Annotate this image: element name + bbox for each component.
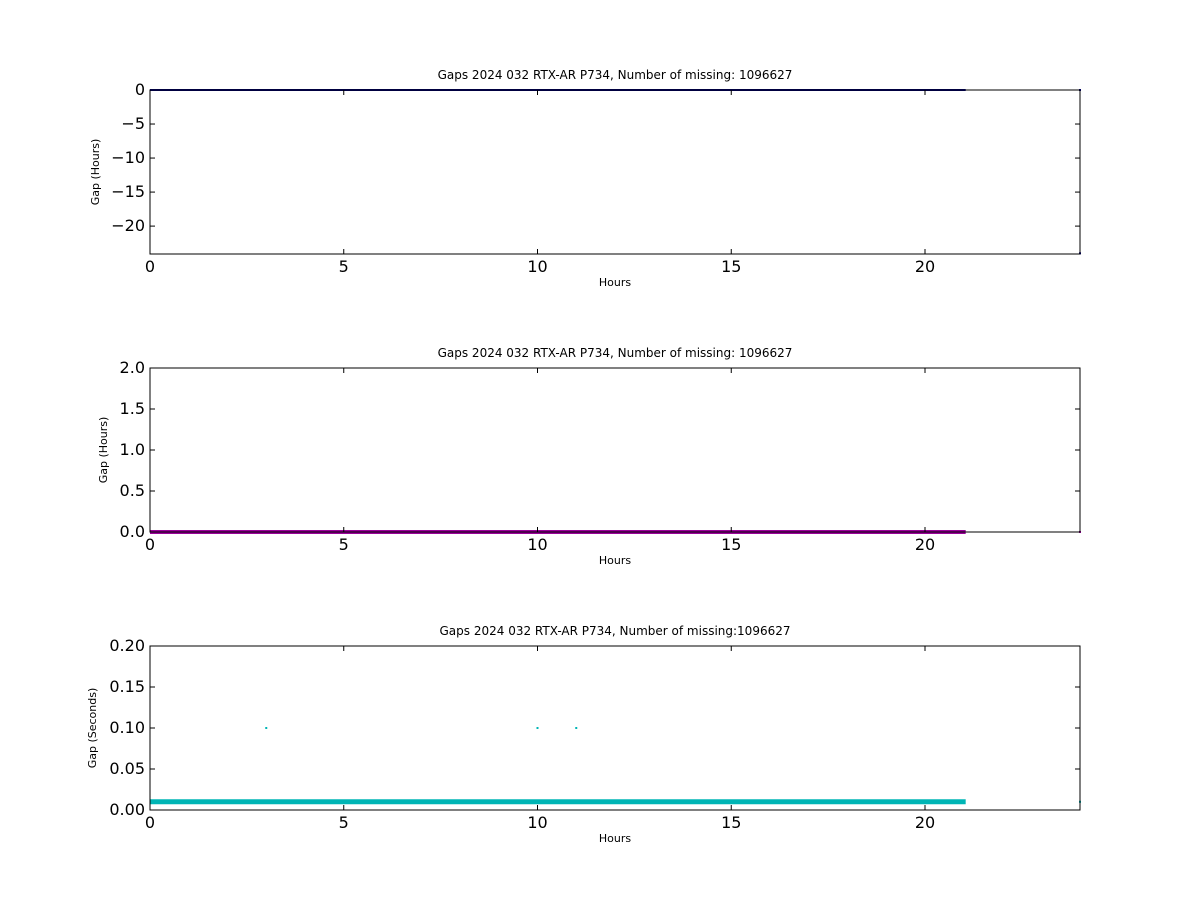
x-tick-label: 0: [145, 813, 155, 832]
y-tick-label: 0.0: [120, 522, 145, 541]
y-tick-label: 0.5: [120, 481, 145, 500]
y-tick-label: −5: [121, 114, 145, 133]
subplot-title: Gaps 2024 032 RTX-AR P734, Number of mis…: [438, 68, 793, 82]
y-tick-label: 0.10: [109, 718, 145, 737]
axes-frame: [149, 89, 1081, 255]
y-tick-label: −15: [111, 182, 145, 201]
subplot-3: Gaps 2024 032 RTX-AR P734, Number of mis…: [86, 624, 1081, 845]
subplot-1: Gaps 2024 032 RTX-AR P734, Number of mis…: [89, 68, 1081, 289]
axes-frame: [149, 367, 1081, 533]
y-tick-label: 0: [135, 80, 145, 99]
x-axis-label: Hours: [599, 276, 631, 289]
y-tick-label: 1.0: [120, 440, 145, 459]
x-tick-label: 0: [145, 535, 155, 554]
x-tick-label: 15: [721, 535, 741, 554]
y-tick-label: −10: [111, 148, 145, 167]
x-tick-label: 5: [339, 813, 349, 832]
data-point-1-1: [265, 727, 268, 729]
x-tick-label: 15: [721, 257, 741, 276]
x-tick-label: 10: [527, 535, 547, 554]
x-tick-label: 20: [915, 813, 935, 832]
x-tick-label: 0: [145, 257, 155, 276]
subplot-title: Gaps 2024 032 RTX-AR P734, Number of mis…: [440, 624, 791, 638]
data-point-1-3: [575, 727, 578, 729]
x-tick-label: 10: [527, 257, 547, 276]
subplot-title: Gaps 2024 032 RTX-AR P734, Number of mis…: [438, 346, 793, 360]
y-axis-label: Gap (Hours): [89, 139, 102, 206]
y-tick-label: 1.5: [120, 399, 145, 418]
x-tick-label: 20: [915, 257, 935, 276]
y-tick-label: 0.20: [109, 636, 145, 655]
x-tick-label: 5: [339, 257, 349, 276]
y-tick-label: 0.05: [109, 759, 145, 778]
x-tick-label: 15: [721, 813, 741, 832]
x-axis-label: Hours: [599, 832, 631, 845]
y-axis-label: Gap (Seconds): [86, 688, 99, 769]
y-tick-label: 0.15: [109, 677, 145, 696]
x-tick-label: 20: [915, 535, 935, 554]
axes-frame: [149, 645, 1081, 811]
y-tick-label: 2.0: [120, 358, 145, 377]
x-tick-label: 10: [527, 813, 547, 832]
subplot-2: Gaps 2024 032 RTX-AR P734, Number of mis…: [97, 346, 1081, 567]
x-axis-label: Hours: [599, 554, 631, 567]
x-tick-label: 5: [339, 535, 349, 554]
y-axis-label: Gap (Hours): [97, 417, 110, 484]
y-tick-label: 0.00: [109, 800, 145, 819]
y-tick-label: −20: [111, 216, 145, 235]
data-point-1-2: [536, 727, 539, 729]
